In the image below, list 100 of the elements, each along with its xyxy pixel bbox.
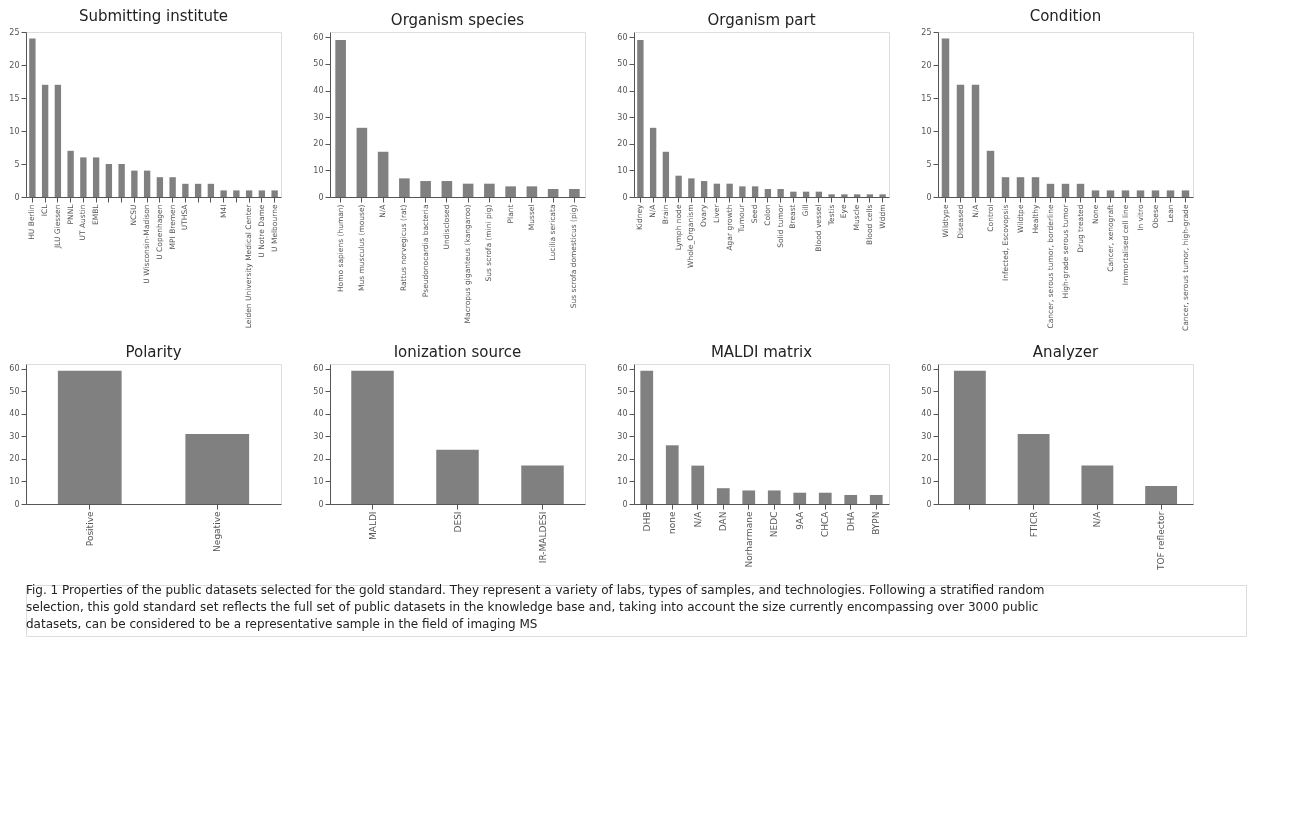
bar [790, 191, 797, 197]
y-tick-label: 30 [313, 431, 324, 441]
bar [1061, 183, 1070, 197]
y-tick-label: 0 [318, 192, 324, 202]
bar [742, 490, 756, 504]
bar [953, 370, 986, 504]
y-tick-label: 50 [617, 386, 628, 396]
bar [169, 177, 176, 197]
x-tick-label: NEDC [769, 511, 780, 538]
y-tick-label: 20 [921, 454, 932, 464]
y-tick-label: 25 [921, 27, 932, 37]
y-tick-label: 10 [313, 165, 324, 175]
y-tick-label: 30 [617, 112, 628, 122]
y-tick-label: 50 [617, 59, 628, 69]
bar [1091, 190, 1100, 197]
y-tick-label: 60 [9, 364, 20, 374]
bar [182, 183, 189, 197]
bar [767, 490, 781, 504]
bar [828, 194, 835, 197]
y-tick-label: 40 [313, 409, 324, 419]
chart-title: Condition [1029, 7, 1102, 25]
y-tick-label: 0 [926, 499, 932, 509]
y-tick-label: 20 [9, 60, 20, 70]
bar [526, 186, 538, 197]
y-tick-label: 0 [318, 499, 324, 509]
y-tick-label: 15 [9, 93, 20, 103]
y-tick-label: 20 [921, 60, 932, 70]
bar [971, 84, 980, 197]
chart-title: Organism part [707, 11, 816, 29]
y-tick-label: 60 [617, 32, 628, 42]
bar [1121, 190, 1130, 197]
bar [194, 183, 202, 197]
bar [1145, 485, 1178, 504]
bar [1081, 465, 1114, 504]
x-tick-label: N/A [692, 510, 703, 528]
y-tick-label: 50 [921, 386, 932, 396]
bar [441, 181, 453, 197]
y-tick-label: 25 [9, 27, 20, 37]
bar [869, 494, 883, 504]
x-tick-label: DAN [718, 511, 729, 532]
bar [879, 194, 886, 197]
bar [1001, 177, 1010, 197]
bar [1136, 190, 1145, 197]
x-tick-label: TOF reflector [1156, 511, 1167, 572]
chart-title: Polarity [125, 343, 182, 361]
x-tick-label: FTICR [1028, 511, 1039, 538]
bar [1151, 190, 1160, 197]
y-tick-label: 30 [921, 431, 932, 441]
bar [80, 157, 87, 197]
y-tick-label: 50 [9, 386, 20, 396]
bar [1166, 190, 1175, 197]
bar [245, 190, 253, 197]
bar [841, 194, 848, 197]
bar [105, 164, 113, 197]
y-tick-label: 60 [617, 364, 628, 374]
y-tick-label: 40 [313, 86, 324, 96]
bar [700, 181, 708, 197]
x-tick-label: none [667, 511, 678, 534]
bar [207, 183, 215, 197]
chart-title: Submitting institute [78, 7, 229, 25]
bar [92, 157, 100, 197]
y-tick-label: 60 [921, 364, 932, 374]
x-tick-label: IR-MALDESI [537, 511, 548, 564]
bar [726, 183, 733, 197]
bar [1106, 190, 1115, 197]
bar [1016, 177, 1025, 197]
bar [640, 370, 654, 504]
bar [713, 183, 721, 197]
bar [420, 181, 431, 197]
y-tick-label: 20 [617, 454, 628, 464]
x-tick-label: BYPN [871, 511, 882, 535]
x-tick-label: Positive [84, 511, 95, 547]
bar [1031, 177, 1040, 197]
y-tick-label: 10 [9, 126, 20, 136]
chart-title: Organism species [390, 11, 525, 29]
y-tick-label: 30 [617, 431, 628, 441]
bar [399, 178, 410, 197]
y-tick-label: 10 [617, 476, 628, 486]
bar [866, 194, 874, 197]
x-tick-label: Norharmane [743, 511, 754, 568]
bar [688, 178, 695, 197]
bar [665, 445, 679, 504]
y-tick-label: 20 [313, 139, 324, 149]
x-tick-label: Negative [212, 511, 223, 552]
y-tick-label: 5 [14, 159, 20, 169]
y-tick-label: 10 [9, 476, 20, 486]
bar [220, 190, 227, 197]
bar [271, 190, 278, 197]
caption: Fig. 1 Properties of the public datasets selected for the gold standard. They represent a variety of labs, types of samples, and technologies. Following a stratified random selection, this gold standard set reflects the full set of public datasets in the knowledge base and, taking into account the size currently encompassing over 3000 public datasets, can be considered to be a representative sample in the field of imaging MS [26, 583, 1045, 631]
y-tick-label: 30 [313, 112, 324, 122]
x-tick-label: DHB [641, 511, 652, 532]
bar [649, 127, 657, 197]
y-tick-label: 0 [622, 499, 628, 509]
bar [1076, 183, 1085, 197]
y-tick-label: 20 [617, 139, 628, 149]
bar [941, 38, 950, 197]
y-tick-label: 0 [14, 192, 20, 202]
y-tick-label: 50 [313, 59, 324, 69]
bar [739, 186, 746, 197]
bar [41, 84, 49, 197]
